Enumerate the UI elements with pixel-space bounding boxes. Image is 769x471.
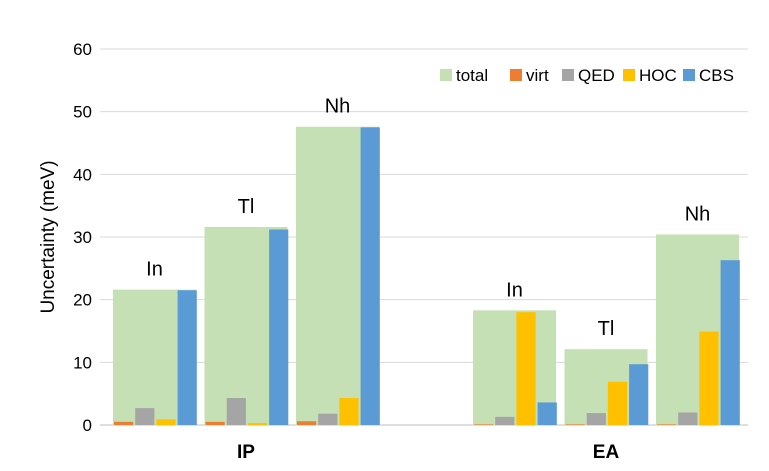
legend-swatch-total bbox=[440, 69, 452, 81]
legend-label: QED bbox=[578, 66, 615, 85]
bar-hoc bbox=[607, 381, 628, 425]
element-label: In bbox=[146, 259, 163, 281]
bar-hoc bbox=[516, 312, 536, 425]
element-label: Tl bbox=[598, 318, 615, 340]
x-axis: IP EA bbox=[237, 442, 619, 463]
legend-label: total bbox=[456, 66, 488, 85]
y-tick-label: 10 bbox=[73, 353, 92, 372]
y-tick-label: 0 bbox=[83, 416, 92, 435]
bar-virt bbox=[205, 421, 225, 425]
bar-cbs bbox=[269, 229, 289, 425]
bar-cbs bbox=[629, 364, 649, 425]
bar-cbs bbox=[720, 260, 740, 425]
bar-cbs bbox=[177, 290, 197, 425]
bar-virt bbox=[474, 424, 494, 425]
y-tick-label: 20 bbox=[73, 291, 92, 310]
bar-virt bbox=[297, 421, 317, 425]
legend-swatch-cbs bbox=[683, 69, 695, 81]
bar-virt bbox=[114, 421, 134, 425]
x-group-label: EA bbox=[593, 442, 620, 463]
bar-qed bbox=[495, 416, 515, 425]
bar-hoc bbox=[339, 398, 359, 425]
legend: total virt QED HOC CBS bbox=[440, 66, 734, 85]
bar-qed bbox=[318, 413, 338, 425]
bar-hoc bbox=[247, 423, 268, 425]
element-label: Tl bbox=[238, 196, 255, 218]
bar-cbs bbox=[537, 402, 557, 425]
y-tick-label: 30 bbox=[73, 228, 92, 247]
y-tick-label: 40 bbox=[73, 165, 92, 184]
bars: In Tl Nh In Tl Nh bbox=[113, 96, 740, 425]
y-tick-label: 50 bbox=[73, 103, 92, 122]
bar-virt bbox=[657, 424, 677, 425]
legend-label: virt bbox=[526, 66, 549, 85]
element-label: Nh bbox=[685, 203, 711, 225]
y-tick-label: 60 bbox=[73, 40, 92, 59]
y-axis: 0 10 20 30 40 50 60 bbox=[73, 40, 92, 435]
y-axis-title: Uncertainty (meV) bbox=[38, 160, 59, 313]
bar-virt bbox=[565, 424, 585, 425]
legend-label: CBS bbox=[699, 66, 734, 85]
bar-qed bbox=[226, 398, 246, 425]
bar-qed bbox=[135, 408, 155, 425]
bar-hoc bbox=[156, 419, 176, 425]
bar-qed bbox=[678, 412, 698, 425]
legend-swatch-hoc bbox=[623, 69, 635, 81]
element-label: Nh bbox=[325, 96, 351, 118]
bar-hoc bbox=[699, 331, 719, 425]
legend-swatch-virt bbox=[510, 69, 522, 81]
legend-label: HOC bbox=[639, 66, 677, 85]
element-label: In bbox=[506, 279, 523, 301]
legend-swatch-qed bbox=[562, 69, 574, 81]
bar-cbs bbox=[360, 127, 380, 425]
x-group-label: IP bbox=[237, 442, 255, 463]
gridlines bbox=[100, 48, 748, 426]
bar-qed bbox=[586, 413, 606, 425]
